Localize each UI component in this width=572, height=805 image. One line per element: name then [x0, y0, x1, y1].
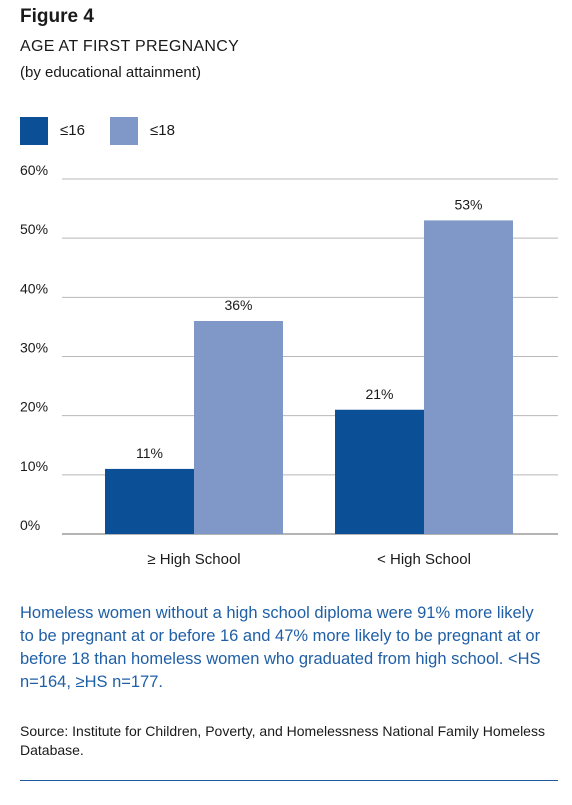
x-tick-label: ≥ High School	[147, 551, 240, 568]
bar-no-hs-16	[335, 409, 424, 534]
y-tick-label: 10%	[20, 458, 48, 474]
bottom-rule	[20, 780, 558, 781]
y-tick-label: 60%	[20, 162, 48, 178]
data-label: 36%	[224, 297, 252, 313]
legend-label-18: ≤18	[150, 122, 175, 139]
bar-no-hs-18	[424, 220, 513, 534]
x-tick-label: < High School	[377, 551, 471, 568]
bar-chart: 0% 10% 20% 30% 40% 50% 60% 11% 36% ≥ High School 2…	[20, 162, 558, 568]
y-tick-label: 0%	[20, 517, 40, 533]
data-label: 11%	[136, 445, 163, 461]
data-label: 53%	[454, 196, 482, 212]
chart-caption: Homeless women without a high school dip…	[20, 604, 541, 691]
y-tick-label: 30%	[20, 340, 48, 356]
y-tick-label: 20%	[20, 399, 48, 415]
chart-title: AGE AT FIRST PREGNANCY	[20, 38, 240, 55]
y-tick-label: 40%	[20, 280, 48, 296]
legend-swatch-16	[20, 117, 48, 145]
legend-label-16: ≤16	[60, 122, 85, 139]
bar-hs-grad-18	[194, 321, 283, 534]
figure-label: Figure 4	[20, 6, 94, 27]
y-tick-label: 50%	[20, 221, 48, 237]
bar-hs-grad-16	[105, 468, 194, 534]
data-label: 21%	[365, 386, 393, 402]
legend-swatch-18	[110, 117, 138, 145]
chart-subtitle: (by educational attainment)	[20, 64, 201, 81]
source-note: Source: Institute for Children, Poverty,…	[20, 723, 545, 758]
